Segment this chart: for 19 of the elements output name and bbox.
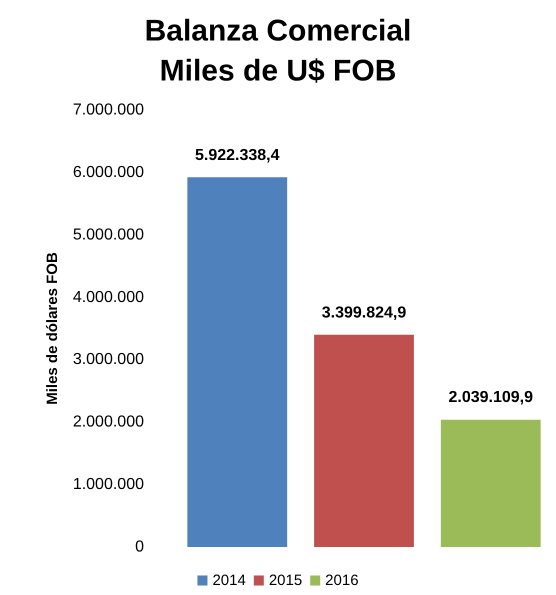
y-tick-label: 0 xyxy=(135,538,144,556)
legend-label: 2015 xyxy=(268,572,302,589)
chart-title: Balanza Comercial Miles de U$ FOB xyxy=(144,14,412,88)
data-label: 5.922.338,4 xyxy=(194,146,280,164)
data-label: 3.399.824,9 xyxy=(322,304,406,322)
legend-label: 2014 xyxy=(212,572,246,589)
y-tick-label: 1.000.000 xyxy=(72,476,144,494)
y-tick-label: 2.000.000 xyxy=(72,414,144,431)
bar xyxy=(440,420,541,547)
bar xyxy=(314,334,414,547)
y-axis-title: Miles de dólares FOB xyxy=(44,252,61,405)
y-tick-label: 7.000.000 xyxy=(72,102,144,118)
bar xyxy=(187,177,288,547)
data-label: 2.039.109,9 xyxy=(448,389,534,406)
legend-label: 2016 xyxy=(325,572,359,589)
y-tick-label: 5.000.000 xyxy=(72,226,144,244)
y-tick-label: 6.000.000 xyxy=(72,164,144,181)
y-tick-label: 4.000.000 xyxy=(72,288,144,306)
y-tick-label: 3.000.000 xyxy=(72,351,144,368)
